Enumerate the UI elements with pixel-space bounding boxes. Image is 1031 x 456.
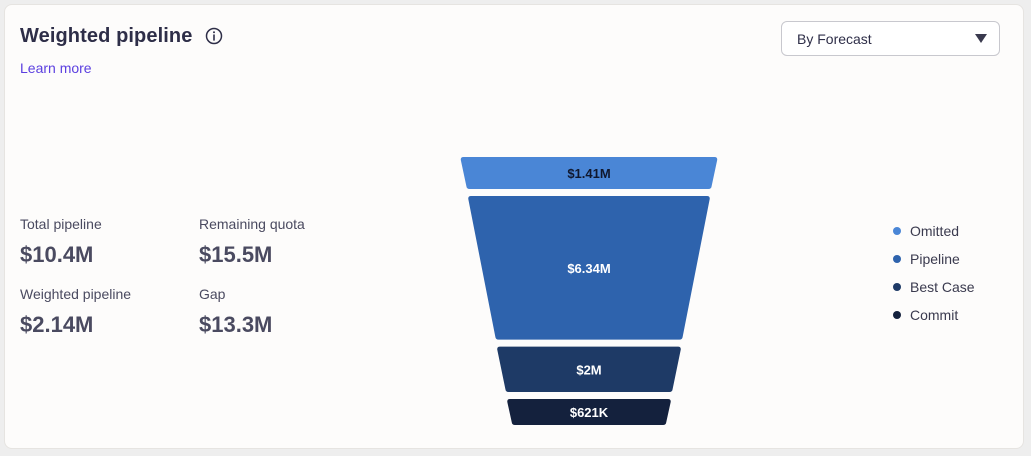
legend-dot-commit bbox=[893, 311, 901, 319]
learn-more-link[interactable]: Learn more bbox=[20, 60, 92, 76]
funnel-segment-pipeline[interactable] bbox=[468, 195, 710, 340]
weighted-pipeline-label: Weighted pipeline bbox=[20, 286, 132, 302]
weighted-pipeline-value: $2.14M bbox=[20, 312, 94, 337]
gap-label: Gap bbox=[199, 286, 226, 302]
funnel-segment-omitted[interactable] bbox=[460, 157, 718, 189]
legend-label-omitted: Omitted bbox=[910, 223, 960, 239]
legend-label-commit: Commit bbox=[910, 307, 959, 323]
legend-item-pipeline: Pipeline bbox=[893, 245, 975, 273]
gap-value: $13.3M bbox=[199, 312, 273, 337]
caret-down-icon bbox=[975, 34, 987, 43]
weighted-pipeline-card: Weighted pipeline Learn more By Forecast… bbox=[4, 4, 1024, 449]
total-pipeline-label: Total pipeline bbox=[20, 216, 102, 232]
forecast-dropdown[interactable]: By Forecast bbox=[781, 21, 1000, 56]
chart-legend: Omitted Pipeline Best Case Commit bbox=[893, 217, 975, 329]
legend-item-omitted: Omitted bbox=[893, 217, 975, 245]
dropdown-selected-value: By Forecast bbox=[797, 31, 872, 47]
funnel-chart: $1.41M $6.34M $2M $621K bbox=[460, 157, 718, 425]
legend-dot-best-case bbox=[893, 283, 901, 291]
total-pipeline-value: $10.4M bbox=[20, 242, 94, 267]
legend-dot-pipeline bbox=[893, 255, 901, 263]
remaining-quota-value: $15.5M bbox=[199, 242, 273, 267]
legend-label-pipeline: Pipeline bbox=[910, 251, 960, 267]
funnel-value-label: $1.41M bbox=[567, 166, 610, 181]
legend-item-best-case: Best Case bbox=[893, 273, 975, 301]
card-title: Weighted pipeline bbox=[20, 25, 193, 47]
legend-item-commit: Commit bbox=[893, 301, 975, 329]
funnel-segment-commit[interactable] bbox=[507, 399, 671, 425]
funnel-value-label: $621K bbox=[570, 405, 609, 420]
funnel-value-label: $6.34M bbox=[567, 261, 610, 276]
legend-dot-omitted bbox=[893, 227, 901, 235]
funnel-value-label: $2M bbox=[576, 362, 601, 377]
info-icon[interactable] bbox=[205, 27, 223, 45]
legend-label-best-case: Best Case bbox=[910, 279, 975, 295]
funnel-segment-best-case[interactable] bbox=[497, 346, 681, 392]
remaining-quota-label: Remaining quota bbox=[199, 216, 305, 232]
